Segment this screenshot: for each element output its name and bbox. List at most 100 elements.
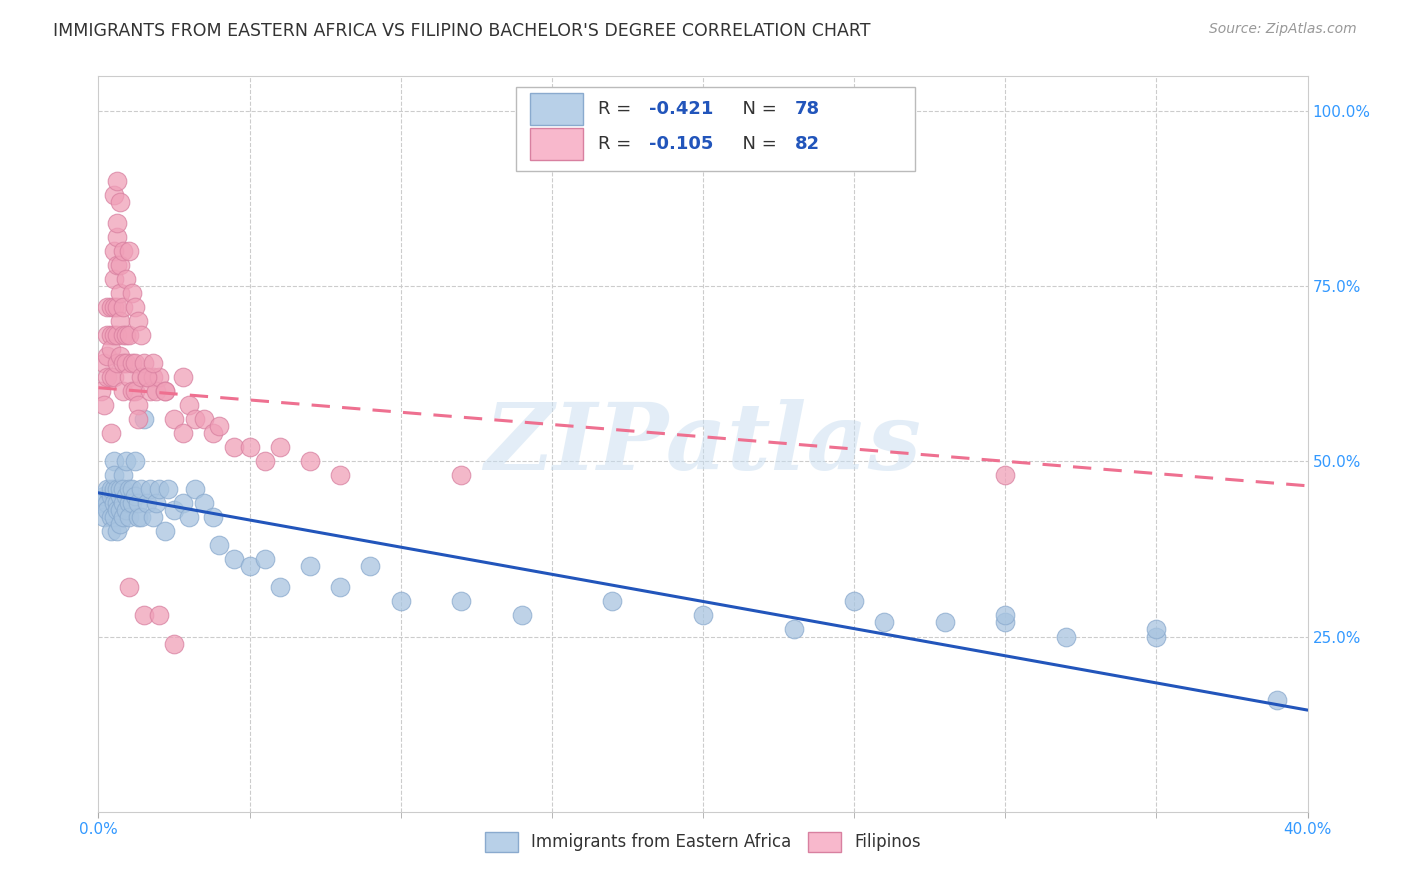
- Point: [100, 524, 122, 539]
- Point: [389, 594, 412, 608]
- Point: [105, 216, 128, 230]
- Point: [96, 349, 118, 363]
- Point: [108, 258, 131, 272]
- Point: [93, 356, 115, 370]
- Point: [105, 503, 128, 517]
- Point: [114, 356, 136, 370]
- Point: [103, 510, 125, 524]
- Point: [124, 384, 146, 399]
- Point: [93, 489, 115, 503]
- Point: [114, 454, 136, 468]
- Point: [224, 440, 246, 454]
- Text: 82: 82: [794, 136, 820, 153]
- Point: [118, 581, 141, 595]
- Point: [100, 300, 122, 314]
- Point: [108, 314, 131, 328]
- Point: [142, 510, 165, 524]
- Point: [90, 384, 112, 399]
- Point: [103, 328, 125, 343]
- Point: [139, 483, 162, 497]
- Point: [253, 454, 276, 468]
- Point: [142, 356, 165, 370]
- Point: [873, 615, 896, 630]
- Point: [153, 384, 176, 399]
- Text: R =: R =: [598, 136, 637, 153]
- Point: [208, 419, 231, 434]
- Point: [108, 489, 131, 503]
- Point: [360, 559, 382, 574]
- Point: [111, 328, 134, 343]
- Point: [132, 356, 155, 370]
- Point: [105, 483, 128, 497]
- Point: [118, 328, 141, 343]
- Point: [934, 615, 956, 630]
- Text: R =: R =: [598, 100, 637, 118]
- Point: [692, 608, 714, 623]
- Point: [129, 370, 152, 384]
- Point: [184, 483, 207, 497]
- Point: [202, 510, 225, 524]
- Point: [145, 384, 167, 399]
- Point: [172, 426, 194, 441]
- Text: N =: N =: [731, 136, 782, 153]
- Point: [153, 384, 176, 399]
- Point: [100, 426, 122, 441]
- Point: [96, 300, 118, 314]
- Point: [129, 483, 152, 497]
- Point: [179, 510, 201, 524]
- Point: [105, 300, 128, 314]
- Point: [124, 356, 146, 370]
- Point: [105, 328, 128, 343]
- Point: [148, 608, 170, 623]
- Point: [114, 503, 136, 517]
- Point: [193, 412, 215, 426]
- Point: [118, 244, 141, 258]
- Point: [124, 454, 146, 468]
- Point: [145, 496, 167, 510]
- Point: [96, 370, 118, 384]
- Point: [224, 552, 246, 566]
- Point: [450, 468, 472, 483]
- Point: [111, 496, 134, 510]
- Point: [1144, 630, 1167, 644]
- Point: [994, 615, 1017, 630]
- Point: [114, 272, 136, 286]
- Point: [135, 370, 157, 384]
- Point: [105, 356, 128, 370]
- Point: [121, 483, 143, 497]
- Point: [172, 496, 194, 510]
- Point: [100, 328, 122, 343]
- Point: [105, 524, 128, 539]
- Point: [96, 328, 118, 343]
- Point: [172, 370, 194, 384]
- Point: [202, 426, 225, 441]
- Point: [121, 384, 143, 399]
- Point: [153, 524, 176, 539]
- Point: [100, 370, 122, 384]
- Legend: Immigrants from Eastern Africa, Filipinos: Immigrants from Eastern Africa, Filipino…: [478, 825, 928, 859]
- Point: [108, 194, 131, 209]
- Point: [118, 483, 141, 497]
- Point: [1054, 630, 1077, 644]
- Point: [108, 286, 131, 301]
- Point: [118, 370, 141, 384]
- Point: [127, 398, 149, 412]
- Point: [208, 538, 231, 552]
- Point: [135, 496, 157, 510]
- Point: [121, 286, 143, 301]
- Point: [239, 559, 262, 574]
- Point: [253, 552, 276, 566]
- Point: [156, 483, 179, 497]
- Point: [148, 483, 170, 497]
- Point: [142, 370, 165, 384]
- Point: [127, 496, 149, 510]
- Point: [103, 300, 125, 314]
- FancyBboxPatch shape: [530, 93, 583, 125]
- Point: [105, 258, 128, 272]
- Point: [269, 440, 291, 454]
- Point: [510, 608, 533, 623]
- Point: [103, 454, 125, 468]
- Point: [127, 412, 149, 426]
- Point: [100, 483, 122, 497]
- Point: [103, 468, 125, 483]
